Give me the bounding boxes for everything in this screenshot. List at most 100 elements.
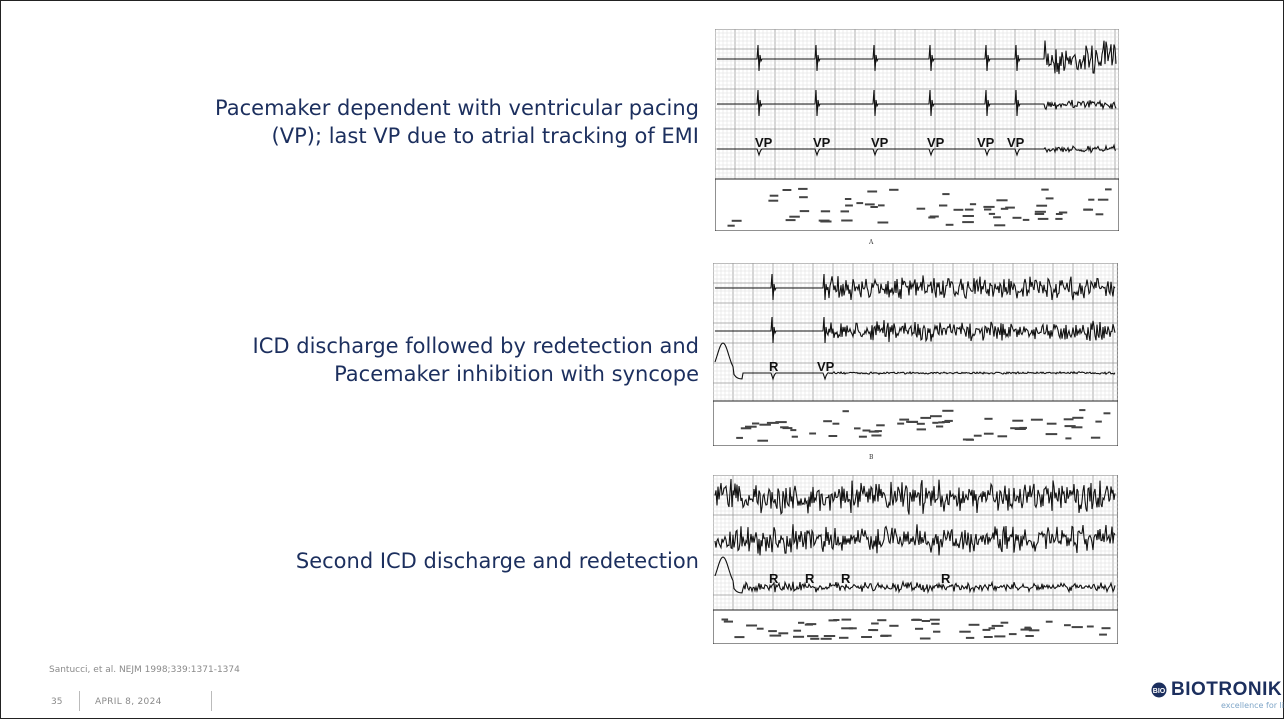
marker-label: VP — [927, 135, 945, 150]
annotation-mark — [917, 428, 926, 430]
logo-name: BIOTRONIK — [1171, 679, 1282, 701]
annotation-mark — [871, 435, 881, 437]
annotation-mark — [746, 625, 757, 627]
annotation-mark — [984, 433, 994, 435]
annotation-mark — [970, 203, 976, 205]
annotation-mark — [994, 635, 1005, 637]
annotation-mark — [1072, 417, 1083, 419]
annotation-mark — [1065, 437, 1071, 439]
annotation-mark — [845, 198, 851, 200]
annotation-mark — [1041, 189, 1048, 191]
annotation-mark — [984, 418, 992, 420]
annotation-mark — [881, 635, 892, 637]
annotation-mark — [1038, 218, 1049, 220]
annotation-mark — [790, 429, 796, 431]
annotation-mark — [757, 440, 768, 442]
annotation-mark — [809, 433, 816, 435]
annotation-mark — [759, 424, 771, 426]
annotation-mark — [1099, 634, 1107, 636]
annotation-mark — [920, 638, 931, 640]
annotation-mark — [833, 619, 839, 621]
annotation-mark — [871, 623, 879, 625]
annotation-mark — [1088, 199, 1094, 201]
annotation-mark — [1095, 421, 1101, 423]
annotation-mark — [856, 202, 863, 204]
annotation-mark — [845, 205, 853, 207]
annotation-mark — [989, 213, 995, 215]
annotation-mark — [829, 435, 838, 437]
marker-label: VP — [755, 135, 773, 150]
annotation-mark — [965, 209, 974, 211]
annotation-mark — [908, 421, 918, 423]
annotation-mark — [778, 632, 788, 634]
annotation-mark — [933, 631, 940, 633]
annotation-mark — [786, 219, 796, 221]
annotation-mark — [1046, 197, 1054, 199]
annotation-mark — [770, 195, 779, 197]
annotation-mark — [920, 417, 931, 419]
annotation-mark — [800, 210, 809, 212]
annotation-mark — [889, 625, 898, 627]
caption-line: ICD discharge followed by redetection an… — [253, 332, 699, 360]
annotation-mark — [1023, 219, 1030, 221]
annotation-mark — [1079, 409, 1085, 411]
annotation-mark — [939, 205, 947, 207]
ecg-strip: R VP — [713, 263, 1118, 446]
marker-label: R — [769, 571, 779, 586]
annotation-mark — [1005, 207, 1015, 209]
annotation-mark — [878, 204, 885, 206]
annotation-mark — [805, 624, 813, 626]
annotation-mark — [1096, 213, 1104, 215]
annotation-mark — [842, 619, 852, 621]
annotation-mark — [899, 419, 909, 421]
annotation-mark — [954, 209, 964, 211]
annotation-mark — [824, 635, 835, 637]
marker-label: R — [805, 571, 815, 586]
annotation-mark — [915, 628, 923, 630]
annotation-mark — [942, 193, 949, 195]
annotation-mark — [870, 206, 877, 208]
annotation-mark — [1047, 423, 1057, 425]
separator — [211, 691, 212, 711]
annotation-mark — [793, 630, 801, 632]
page-number: 35 — [51, 697, 62, 707]
annotation-mark — [841, 210, 850, 212]
annotation-mark — [1071, 426, 1082, 428]
slide: Pacemaker dependent with ventricular pac… — [0, 0, 1284, 719]
annotation-mark — [1105, 188, 1112, 190]
annotation-mark — [932, 422, 938, 424]
annotation-mark — [962, 221, 974, 223]
annotation-mark — [877, 619, 886, 621]
annotation-mark — [859, 436, 867, 438]
citation: Santucci, et al. NEJM 1998;339:1371-1374 — [49, 665, 240, 675]
annotation-mark — [1102, 627, 1111, 629]
annotation-mark — [1046, 433, 1058, 435]
annotation-mark — [984, 636, 993, 638]
annotation-mark — [931, 623, 939, 625]
annotation-mark — [722, 619, 729, 621]
marker-label: VP — [817, 359, 835, 374]
annotation-mark — [992, 625, 1004, 627]
logo-icon: BIO — [1151, 682, 1167, 698]
annotation-mark — [1035, 213, 1044, 215]
annotation-mark — [876, 424, 885, 426]
annotation-mark — [917, 208, 926, 210]
annotation-mark — [732, 220, 742, 222]
annotation-mark — [1025, 635, 1033, 637]
marker-label: R — [941, 571, 951, 586]
marker-label: VP — [813, 135, 831, 150]
annotation-mark — [1055, 218, 1062, 220]
annotation-mark — [1083, 209, 1093, 211]
annotation-mark — [942, 410, 953, 412]
marker-label: R — [769, 359, 779, 374]
annotation-mark — [1009, 633, 1017, 635]
annotation-mark — [946, 224, 954, 226]
annotation-mark — [734, 636, 744, 638]
annotation-mark — [867, 191, 877, 193]
annotation-mark — [1087, 626, 1094, 628]
annotation-mark — [1012, 420, 1023, 422]
annotation-mark — [757, 628, 764, 630]
caption-line: Pacemaker inhibition with syncope — [334, 360, 699, 388]
annotation-mark — [823, 420, 832, 422]
